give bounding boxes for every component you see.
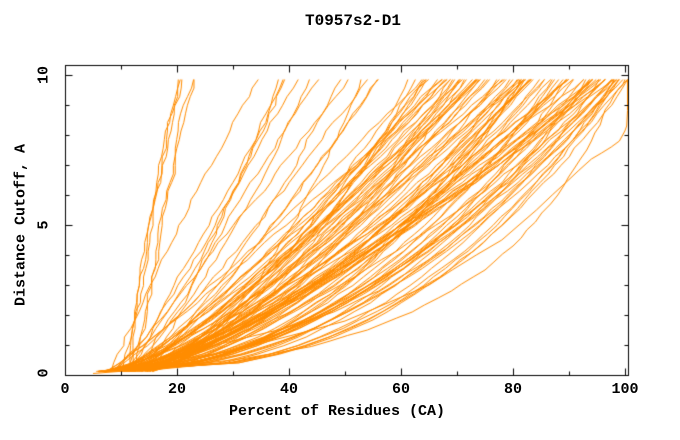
chart-title: T0957s2-D1 <box>304 12 402 30</box>
y-tick-label-5: 5 <box>35 220 53 230</box>
y-tick-label-10: 10 <box>35 65 53 85</box>
y-axis-label: Distance Cutoff, A <box>12 143 30 307</box>
y-tick-label-0: 0 <box>35 368 53 378</box>
x-axis-label: Percent of Residues (CA) <box>228 403 446 420</box>
x-tick-label-80: 80 <box>503 381 523 398</box>
x-tick-label-40: 40 <box>279 381 299 398</box>
x-tick-label-0: 0 <box>60 381 70 398</box>
x-tick-label-60: 60 <box>391 381 411 398</box>
x-tick-label-20: 20 <box>167 381 187 398</box>
x-tick-label-100: 100 <box>611 381 639 398</box>
